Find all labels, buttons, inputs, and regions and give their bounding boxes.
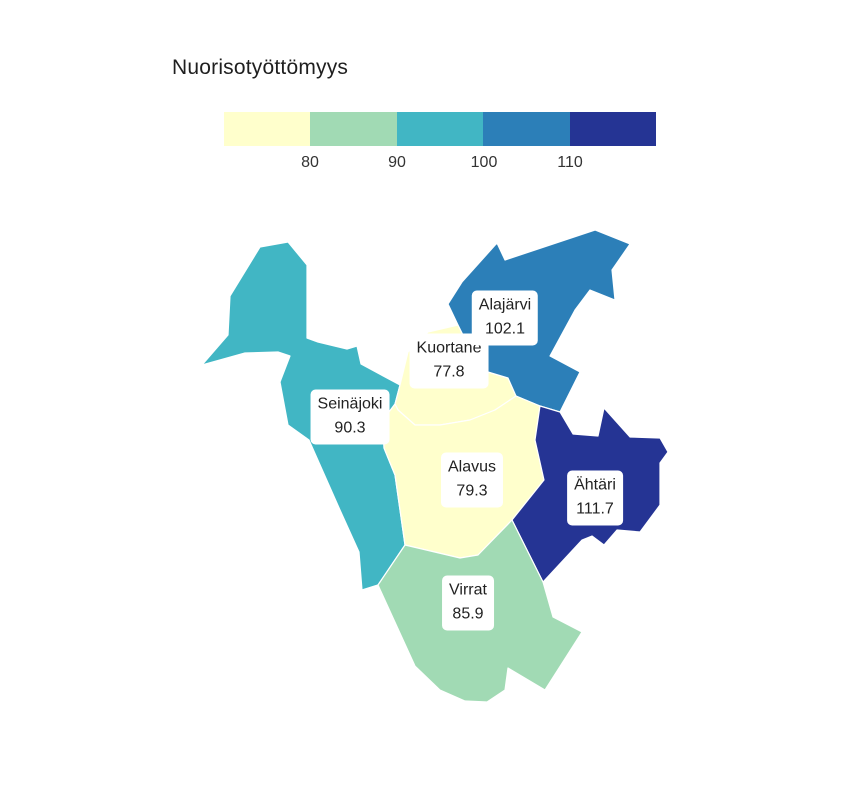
region-label: Seinäjoki 90.3 xyxy=(310,389,390,445)
region-name: Ähtäri xyxy=(574,476,616,494)
legend-color-bar xyxy=(224,112,657,146)
region-label: Alavus 79.3 xyxy=(440,452,504,508)
legend-title: Nuorisotyöttömyys xyxy=(172,56,349,79)
legend-tick-label: 90 xyxy=(388,154,406,171)
region-name: Seinäjoki xyxy=(317,395,383,413)
legend-swatch xyxy=(310,112,397,146)
region-value: 90.3 xyxy=(334,419,366,437)
legend-tick-label: 110 xyxy=(557,154,583,171)
legend-swatch xyxy=(483,112,570,146)
legend-swatch xyxy=(396,112,484,146)
region-name: Alajärvi xyxy=(478,296,532,314)
legend-tick-label: 80 xyxy=(301,154,319,171)
region-label: Ähtäri 111.7 xyxy=(567,470,623,526)
region-value: 102.1 xyxy=(484,320,526,338)
region-value: 111.7 xyxy=(576,500,614,518)
region-name: Kuortane xyxy=(416,339,482,357)
region-name: Alavus xyxy=(447,458,497,476)
region-value: 79.3 xyxy=(456,482,488,500)
region-label: Alajärvi 102.1 xyxy=(471,290,539,346)
region-alajarvi[interactable] xyxy=(447,229,631,413)
region-value: 85.9 xyxy=(452,605,484,623)
legend-swatch xyxy=(224,112,311,146)
region-value: 77.8 xyxy=(433,363,465,381)
legend-swatch xyxy=(569,112,657,146)
region-name: Virrat xyxy=(449,581,487,599)
legend-tick-label: 100 xyxy=(470,154,498,171)
region-label: Virrat 85.9 xyxy=(442,575,494,631)
